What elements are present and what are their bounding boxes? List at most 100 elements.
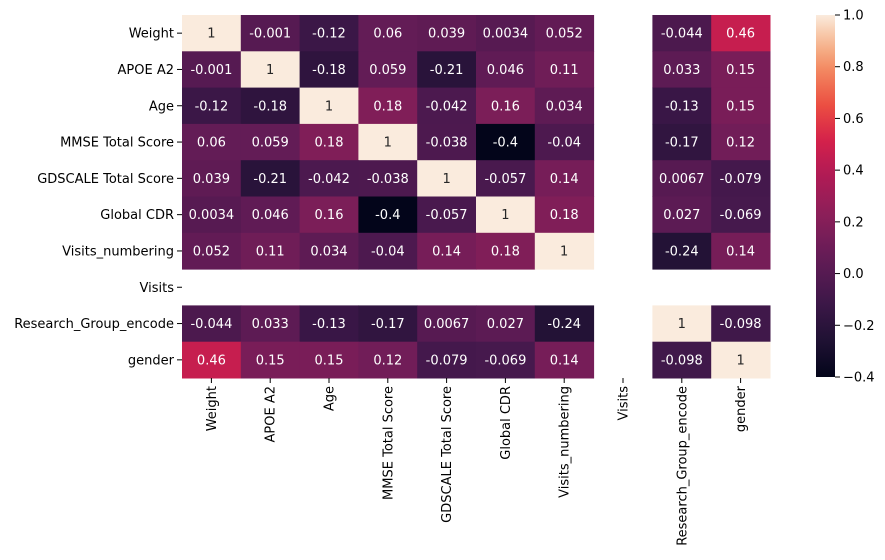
cell-value-mmse-total-score-gdscale-total-score: -0.038	[426, 136, 468, 151]
colorbar-tick-label: 0.6	[843, 112, 864, 127]
heatmap-cell-research-group-encode-age	[299, 305, 359, 343]
cell-value-visits-numbering-gdscale-total-score: 0.14	[432, 244, 461, 259]
heatmap-cell-mmse-total-score-apoe-a2	[240, 123, 301, 161]
heatmap-cell-global-cdr-age	[299, 196, 359, 234]
column-label-visits: Visits	[617, 386, 632, 421]
heatmap-cell-research-group-encode-weight	[182, 305, 242, 343]
cell-value-mmse-total-score-gender: 0.12	[726, 136, 755, 151]
cell-value-gdscale-total-score-mmse-total-score: -0.038	[367, 172, 409, 187]
cell-value-age-age: 1	[325, 99, 333, 114]
heatmap-cell-apoe-a2-global-cdr	[476, 51, 536, 89]
column-label-global-cdr: Global CDR	[499, 386, 514, 460]
cell-value-research-group-encode-weight: -0.044	[190, 317, 232, 332]
heatmap-cell-gdscale-total-score-gender	[711, 160, 771, 197]
heatmap-cell-visits-numbering-gdscale-total-score	[417, 232, 477, 270]
heatmap-cell-gdscale-total-score-research-group-encode	[652, 160, 712, 197]
heatmap-cell-weight-visits-numbering	[534, 15, 595, 52]
heatmap-cell-gender-gdscale-total-score	[417, 341, 477, 379]
heatmap-cell-apoe-a2-weight	[182, 51, 242, 89]
heatmap-cell-weight-age	[299, 15, 359, 52]
cell-value-gender-weight: 0.46	[197, 353, 226, 368]
cell-value-apoe-a2-gdscale-total-score: -0.21	[430, 63, 464, 78]
colorbar-tick-label: 0.2	[843, 215, 864, 230]
heatmap-cell-gender-apoe-a2	[240, 341, 301, 379]
heatmap-cell-apoe-a2-research-group-encode	[652, 51, 712, 89]
heatmap-cell-age-apoe-a2	[240, 87, 301, 125]
cell-value-apoe-a2-mmse-total-score: 0.059	[369, 63, 406, 78]
cell-value-visits-numbering-mmse-total-score: -0.04	[371, 244, 405, 259]
cell-value-research-group-encode-gdscale-total-score: 0.0067	[424, 317, 470, 332]
heatmap-cell-gender-weight	[182, 341, 242, 379]
cell-value-global-cdr-research-group-encode: 0.027	[663, 208, 700, 223]
cell-value-weight-age: -0.12	[312, 27, 346, 42]
heatmap-cell-apoe-a2-visits-numbering	[534, 51, 595, 89]
cell-value-weight-gdscale-total-score: 0.039	[428, 27, 465, 42]
heatmap-cell-weight-mmse-total-score	[358, 15, 418, 52]
cell-value-gdscale-total-score-gender: -0.079	[720, 172, 762, 187]
heatmap-cell-apoe-a2-apoe-a2	[240, 51, 301, 89]
column-labels: Weight APOE A2 Age MMSE Total Score GDSCALE …	[205, 378, 749, 546]
cell-value-visits-numbering-age: 0.034	[310, 244, 347, 259]
column-label-mmse-total-score: MMSE Total Score	[381, 386, 396, 500]
cell-value-research-group-encode-global-cdr: 0.027	[487, 317, 524, 332]
cell-value-mmse-total-score-visits-numbering: -0.04	[547, 136, 581, 151]
cell-value-gender-visits-numbering: 0.14	[550, 353, 579, 368]
heatmap-cell-gender-age	[299, 341, 359, 379]
cell-value-mmse-total-score-weight: 0.06	[197, 136, 226, 151]
cell-value-age-apoe-a2: -0.18	[253, 99, 287, 114]
cell-value-research-group-encode-mmse-total-score: -0.17	[371, 317, 405, 332]
heatmap-cell-visits-numbering-apoe-a2	[240, 232, 301, 270]
heatmap-cell-apoe-a2-mmse-total-score	[358, 51, 418, 89]
heatmap-cell-gdscale-total-score-age	[299, 160, 359, 197]
cell-value-weight-research-group-encode: -0.044	[661, 27, 703, 42]
heatmap-cell-visits-numbering-gender	[711, 232, 771, 270]
heatmap-cell-global-cdr-gdscale-total-score	[417, 196, 477, 234]
heatmap-cell-weight-research-group-encode	[652, 15, 712, 52]
heatmap-cell-gdscale-total-score-visits-numbering	[534, 160, 595, 197]
heatmap-cell-mmse-total-score-weight	[182, 123, 242, 161]
column-label-gender: gender	[734, 385, 749, 432]
row-label-visits: Visits	[140, 281, 175, 296]
cell-value-research-group-encode-apoe-a2: 0.033	[252, 317, 289, 332]
column-label-weight: Weight	[205, 386, 220, 431]
row-label-mmse-total-score: MMSE Total Score	[60, 136, 174, 151]
heatmap-cell-age-gender	[711, 87, 771, 125]
heatmap-cell-mmse-total-score-research-group-encode	[652, 123, 712, 161]
heatmap-cell-gdscale-total-score-apoe-a2	[240, 160, 301, 197]
heatmap-cell-gdscale-total-score-gdscale-total-score	[417, 160, 477, 197]
cell-value-age-research-group-encode: -0.13	[665, 99, 699, 114]
heatmap-cell-global-cdr-gender	[711, 196, 771, 234]
cell-value-weight-global-cdr: 0.0034	[483, 27, 529, 42]
row-label-gdscale-total-score: GDSCALE Total Score	[37, 172, 174, 187]
cell-value-gender-global-cdr: -0.069	[484, 353, 526, 368]
heatmap-cell-mmse-total-score-mmse-total-score	[358, 123, 418, 161]
heatmap-cell-age-global-cdr	[476, 87, 536, 125]
cell-value-weight-weight: 1	[207, 27, 215, 42]
heatmap-cell-visits-numbering-weight	[182, 232, 242, 270]
cell-value-visits-numbering-gender: 0.14	[726, 244, 755, 259]
cell-value-research-group-encode-age: -0.13	[312, 317, 346, 332]
heatmap-cell-gender-mmse-total-score	[358, 341, 418, 379]
cell-value-gender-research-group-encode: -0.098	[661, 353, 703, 368]
cell-value-weight-gender: 0.46	[726, 27, 755, 42]
row-labels: Weight APOE A2 Age MMSE Total Score GDSCALE …	[14, 27, 182, 368]
cell-value-gender-apoe-a2: 0.15	[256, 353, 285, 368]
cell-value-mmse-total-score-research-group-encode: -0.17	[665, 136, 699, 151]
heatmap-cell-mmse-total-score-gender	[711, 123, 771, 161]
column-label-visits-numbering: Visits_numbering	[558, 386, 573, 498]
cell-value-age-gender: 0.15	[726, 99, 755, 114]
cell-value-gender-gdscale-total-score: -0.079	[426, 353, 468, 368]
heatmap-cell-age-age	[299, 87, 359, 125]
heatmap-cell-gender-visits-numbering	[534, 341, 595, 379]
heatmap-cell-age-weight	[182, 87, 242, 125]
cell-value-visits-numbering-weight: 0.052	[193, 244, 230, 259]
heatmap-cell-research-group-encode-mmse-total-score	[358, 305, 418, 343]
column-label-age: Age	[323, 386, 338, 411]
cell-value-age-weight: -0.12	[195, 99, 229, 114]
heatmap-cell-research-group-encode-research-group-encode	[652, 305, 712, 343]
cell-value-gdscale-total-score-research-group-encode: 0.0067	[659, 172, 705, 187]
cell-value-global-cdr-age: 0.16	[315, 208, 344, 223]
cell-value-apoe-a2-gender: 0.15	[726, 63, 755, 78]
heatmap-cell-visits-numbering-visits-numbering	[534, 232, 595, 270]
heatmap-cell-mmse-total-score-global-cdr	[476, 123, 536, 161]
